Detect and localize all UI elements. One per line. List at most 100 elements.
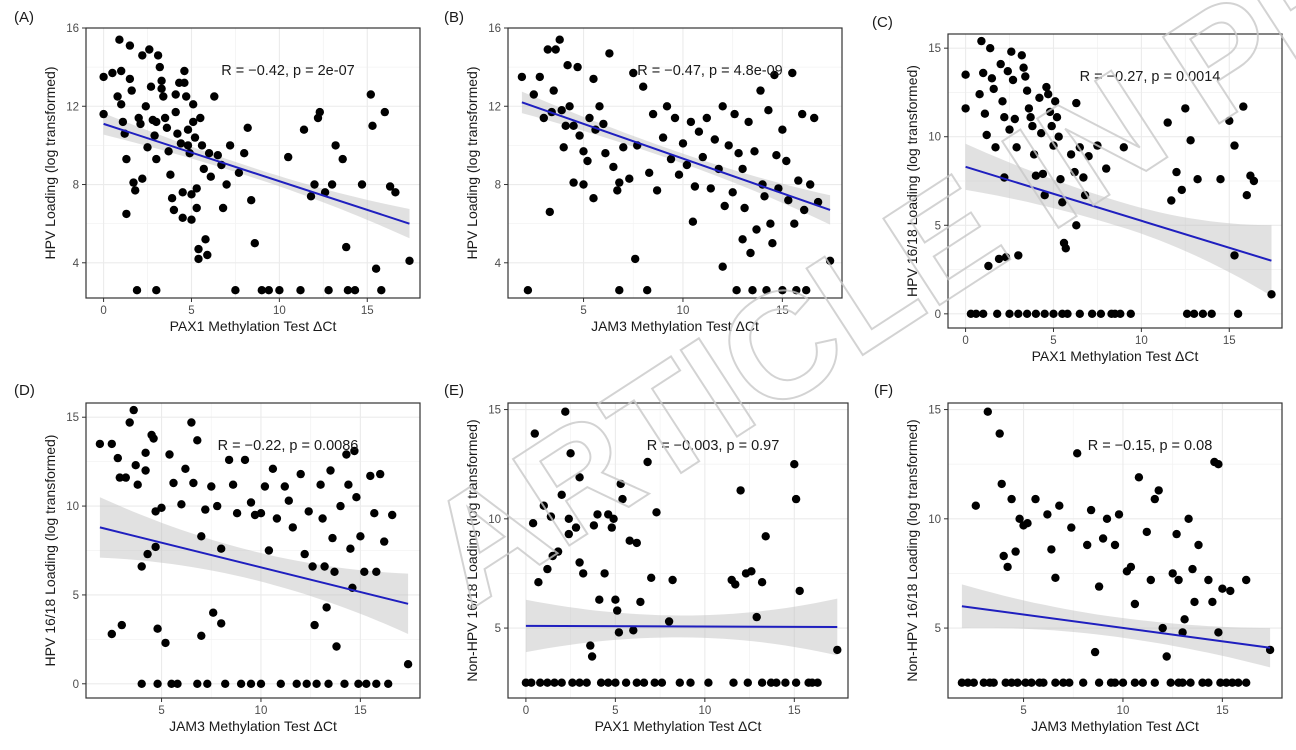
data-point: [143, 549, 152, 559]
data-point: [256, 509, 266, 518]
data-point: [327, 180, 337, 189]
data-point: [971, 501, 980, 510]
y-tick-label: 8: [495, 180, 501, 192]
data-point: [589, 194, 598, 203]
data-point: [631, 254, 640, 264]
data-point: [197, 631, 206, 640]
data-point: [264, 286, 273, 295]
data-point: [1222, 678, 1231, 687]
confidence-band: [961, 584, 1271, 668]
plot-border: [947, 33, 1283, 329]
data-point: [662, 102, 672, 111]
data-point: [987, 74, 997, 83]
data-point: [528, 519, 538, 528]
data-point: [724, 141, 733, 150]
data-point: [615, 178, 624, 187]
data-point: [997, 479, 1006, 489]
data-point: [961, 70, 970, 79]
data-point: [121, 473, 130, 482]
data-point: [336, 501, 345, 511]
data-point: [1114, 510, 1124, 519]
data-point: [980, 109, 990, 118]
data-point: [1168, 569, 1177, 578]
data-point: [1110, 540, 1120, 550]
data-point: [169, 205, 179, 215]
data-point: [563, 60, 572, 70]
data-point: [236, 679, 246, 688]
data-point: [639, 678, 649, 687]
data-point: [272, 514, 282, 523]
chart-panel: 0 5 10 15 4 8 12 16 R = −0.42, p = 2e-07 PAX1 Met…: [14, 9, 421, 334]
x-tick-label: 10: [1135, 335, 1148, 347]
data-point: [224, 455, 234, 465]
data-point: [718, 262, 727, 271]
data-point: [1093, 141, 1102, 150]
data-point: [550, 678, 559, 687]
data-point: [129, 405, 138, 415]
data-point: [536, 678, 545, 687]
data-point: [1166, 678, 1175, 687]
data-point: [1044, 90, 1053, 99]
data-point: [1184, 514, 1193, 523]
data-point: [607, 523, 616, 532]
data-point: [791, 494, 801, 504]
x-tick-label: 15: [776, 305, 789, 317]
data-point: [686, 678, 695, 687]
data-point: [1040, 191, 1049, 200]
y-tick-label: 4: [495, 258, 502, 270]
data-point: [1007, 494, 1016, 504]
data-point: [559, 143, 568, 152]
data-point: [766, 219, 775, 228]
data-point: [1204, 575, 1213, 585]
data-point: [203, 250, 212, 260]
data-point: [318, 514, 327, 523]
data-point: [1134, 473, 1144, 482]
data-point: [177, 500, 186, 509]
data-point: [1049, 309, 1058, 318]
y-tick-label: 5: [495, 623, 501, 635]
data-point: [1022, 309, 1032, 318]
data-point: [342, 242, 351, 252]
data-point: [761, 532, 770, 541]
data-point: [686, 117, 696, 127]
data-point: [288, 523, 297, 532]
data-point: [1012, 143, 1021, 152]
x-tick-label: 10: [273, 305, 286, 317]
plot-border: [507, 27, 843, 299]
data-point: [115, 35, 124, 44]
data-point: [338, 154, 347, 164]
data-point: [1075, 143, 1085, 152]
data-point: [1072, 98, 1081, 108]
data-point: [1194, 540, 1203, 550]
data-point: [284, 152, 293, 162]
data-point: [1007, 47, 1016, 56]
data-point: [790, 460, 799, 469]
plot-border: [507, 402, 849, 699]
y-tick-label: 15: [928, 405, 941, 417]
data-point: [999, 551, 1008, 561]
data-point: [601, 149, 610, 158]
data-point: [568, 678, 577, 687]
data-point: [125, 418, 134, 427]
data-point: [747, 567, 756, 576]
data-point: [546, 512, 556, 521]
data-point: [963, 678, 973, 687]
data-point: [752, 225, 761, 234]
data-point: [137, 679, 146, 688]
data-point: [991, 143, 1000, 152]
data-point: [1158, 623, 1167, 633]
data-point: [566, 449, 575, 458]
plot-border: [85, 27, 421, 299]
data-point: [599, 119, 608, 129]
data-point: [993, 309, 1002, 318]
data-point: [1011, 547, 1020, 556]
data-point: [181, 464, 190, 473]
data-point: [264, 546, 274, 555]
data-point: [534, 578, 543, 587]
data-point: [575, 558, 584, 567]
data-point: [614, 628, 624, 637]
data-point: [225, 141, 235, 150]
data-point: [795, 586, 804, 596]
data-point: [117, 620, 127, 630]
data-point: [589, 74, 598, 84]
